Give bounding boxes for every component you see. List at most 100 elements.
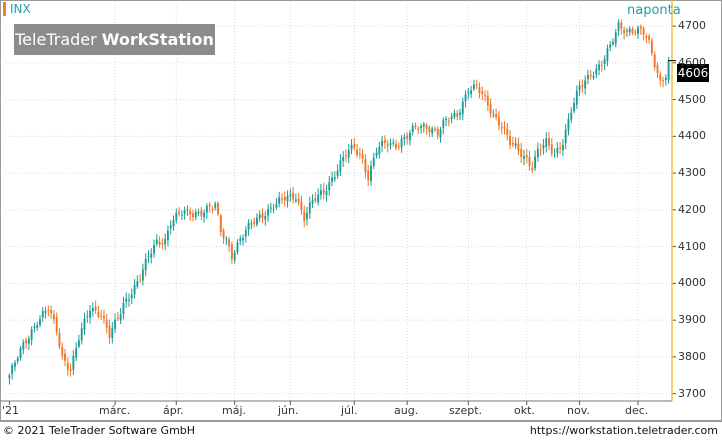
frequency-label[interactable]: naponta xyxy=(627,3,681,18)
candle-body xyxy=(294,199,297,202)
brand-prefix: TeleTrader xyxy=(15,30,102,49)
candle-body xyxy=(603,59,606,65)
candle-body xyxy=(489,103,492,114)
candle-body xyxy=(278,197,281,204)
candle-body xyxy=(161,243,164,245)
footer-url[interactable]: https://workstation.teletrader.com xyxy=(529,424,718,437)
candle-body xyxy=(322,189,325,194)
candle-body xyxy=(542,145,545,149)
candle-body xyxy=(200,210,203,216)
candle-body xyxy=(166,230,169,241)
candle-body xyxy=(105,320,108,328)
candle-body xyxy=(370,165,372,182)
candle-body xyxy=(211,208,214,210)
candle-body xyxy=(548,138,550,146)
candle-body xyxy=(589,74,592,77)
candle-body xyxy=(612,41,614,45)
candle-body xyxy=(97,312,100,317)
candle-body xyxy=(308,202,311,214)
candle-body xyxy=(214,203,217,208)
candle-body xyxy=(595,68,598,75)
candle-body xyxy=(411,125,414,133)
candle-body xyxy=(183,210,186,214)
candle-body xyxy=(383,139,386,143)
candle-body xyxy=(381,140,384,147)
candle-body xyxy=(303,211,306,221)
candle-body xyxy=(77,340,80,347)
candle-body xyxy=(55,317,58,333)
candle-body xyxy=(392,142,395,144)
candle-body xyxy=(333,177,336,180)
candle-body xyxy=(628,28,631,32)
candle-body xyxy=(425,125,428,129)
candle-body xyxy=(662,80,664,82)
candle-body xyxy=(659,74,662,81)
candle-body xyxy=(436,128,439,136)
candle-body xyxy=(631,28,634,34)
candle-body xyxy=(114,319,117,330)
candle-body xyxy=(66,362,69,370)
candle-body xyxy=(133,284,136,295)
candle-body xyxy=(600,64,603,66)
candle-body xyxy=(230,244,233,259)
candle-body xyxy=(475,84,478,86)
candle-body xyxy=(283,196,286,201)
candle-body xyxy=(122,303,125,315)
candle-body xyxy=(573,103,575,112)
candle-body xyxy=(648,36,651,40)
candle-body xyxy=(47,309,50,311)
candle-body xyxy=(442,120,445,129)
candle-body xyxy=(136,281,139,287)
plot-frame xyxy=(0,0,722,421)
candle-body xyxy=(155,239,158,244)
candle-body xyxy=(317,194,320,203)
candle-body xyxy=(331,177,333,182)
candle-body xyxy=(372,157,375,167)
candle-body xyxy=(264,215,267,220)
candle-body xyxy=(634,31,637,33)
candle-body xyxy=(217,203,219,214)
candle-body xyxy=(520,148,523,158)
candle-body xyxy=(431,128,434,134)
candle-body xyxy=(517,143,520,151)
candle-body xyxy=(625,30,628,32)
candle-body xyxy=(30,329,33,340)
candle-body xyxy=(289,194,292,197)
candle-body xyxy=(144,258,147,271)
candle-body xyxy=(495,114,498,118)
candle-body xyxy=(464,94,467,102)
candle-body xyxy=(197,211,200,214)
candle-body xyxy=(472,84,475,89)
candle-body xyxy=(531,167,534,170)
y-tick-label: 4400 xyxy=(678,129,706,143)
candle-body xyxy=(656,65,659,73)
candle-body xyxy=(428,126,431,132)
candle-body xyxy=(545,138,548,147)
y-tick-label: 4700 xyxy=(678,19,706,33)
candle-body xyxy=(514,143,517,146)
y-tick-label: 4200 xyxy=(678,202,706,216)
x-tick-label: '21 xyxy=(2,404,20,417)
candle-body xyxy=(44,310,47,313)
y-tick-label: 4500 xyxy=(678,92,706,106)
candle-body xyxy=(39,318,41,325)
candle-body xyxy=(397,146,400,148)
candle-body xyxy=(247,222,250,230)
candle-body xyxy=(58,333,61,347)
candle-body xyxy=(539,149,542,151)
candle-body xyxy=(172,220,175,227)
candle-body xyxy=(27,338,30,344)
candle-body xyxy=(203,212,206,217)
candle-body xyxy=(587,74,589,80)
candle-body xyxy=(467,92,470,94)
candle-body xyxy=(306,212,308,220)
candle-body xyxy=(434,128,436,131)
candle-body xyxy=(378,146,381,155)
candle-body xyxy=(509,136,512,145)
x-tick-label: júl. xyxy=(341,404,358,417)
candle-body xyxy=(375,152,378,157)
candle-body xyxy=(108,325,111,338)
symbol-label: INX xyxy=(3,2,31,16)
candle-body xyxy=(559,147,562,149)
candle-body xyxy=(459,112,461,115)
